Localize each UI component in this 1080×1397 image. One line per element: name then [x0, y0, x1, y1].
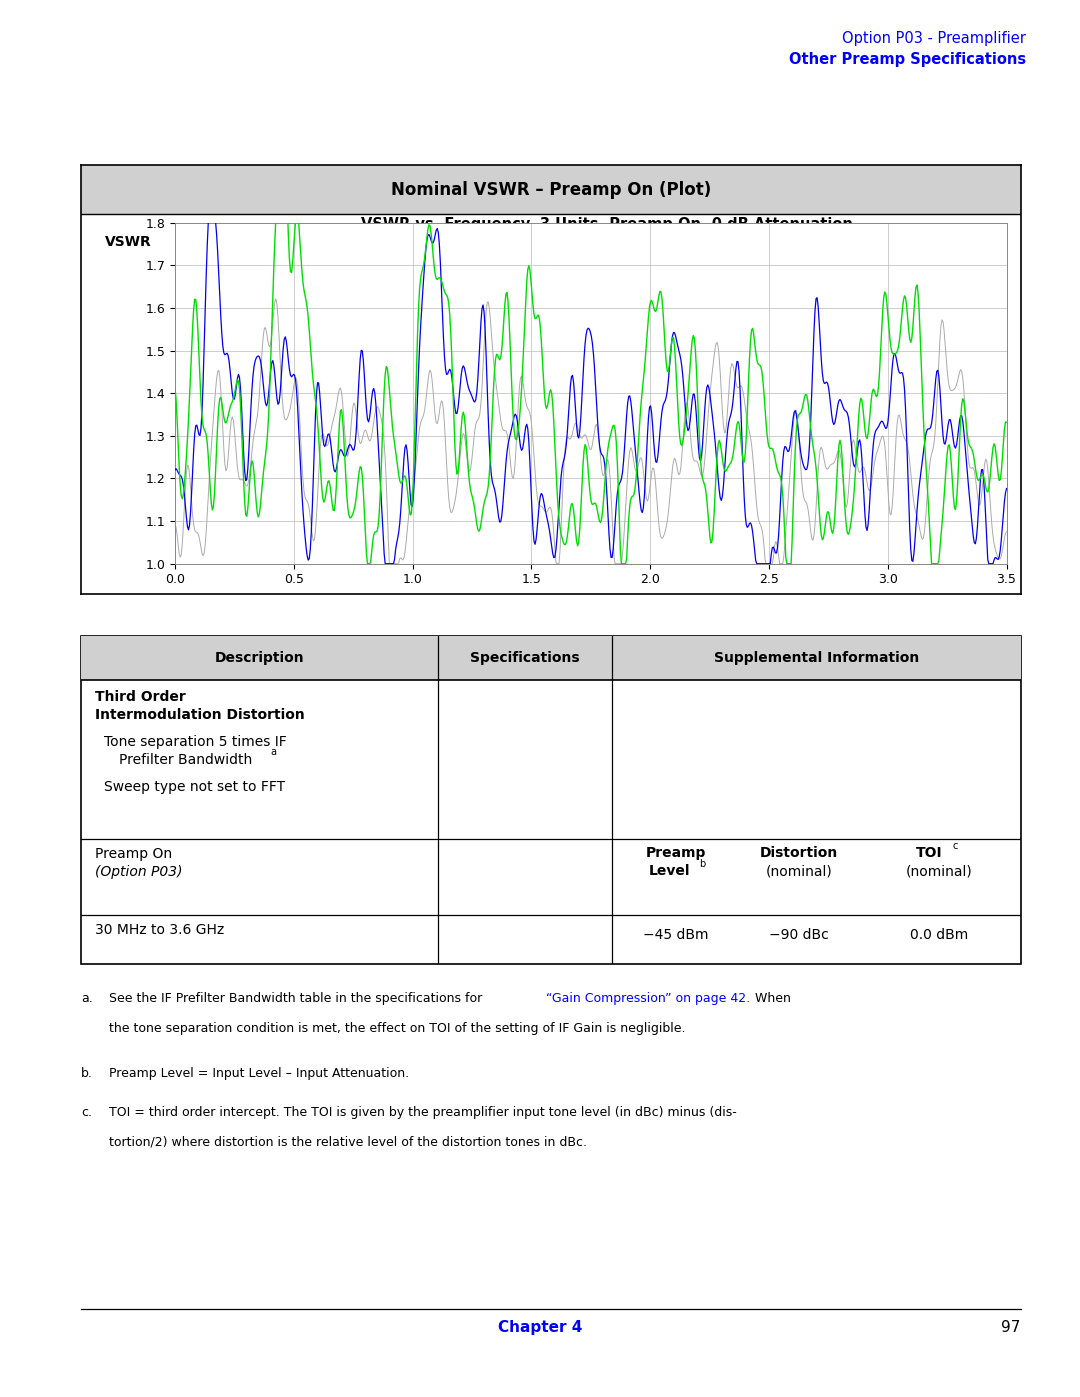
Text: Supplemental Information: Supplemental Information: [714, 651, 919, 665]
Text: a: a: [271, 747, 276, 757]
Text: 97: 97: [1001, 1320, 1021, 1336]
Text: Intermodulation Distortion: Intermodulation Distortion: [95, 708, 305, 722]
Text: (Option P03): (Option P03): [95, 866, 183, 880]
Text: GHz: GHz: [903, 550, 934, 564]
Text: VSWR vs. Frequency, 3 Units, Preamp On, 0 dB Attenuation: VSWR vs. Frequency, 3 Units, Preamp On, …: [361, 218, 853, 232]
Bar: [81, 214, 1021, 594]
Text: Option P03 - Preamplifier: Option P03 - Preamplifier: [842, 31, 1026, 46]
Text: Preamp On: Preamp On: [95, 848, 172, 862]
Text: 0.0 dBm: 0.0 dBm: [909, 928, 968, 942]
Text: Distortion: Distortion: [759, 847, 838, 861]
Text: b: b: [699, 859, 705, 869]
Text: Third Order: Third Order: [95, 690, 186, 704]
Text: −90 dBc: −90 dBc: [769, 928, 828, 942]
Text: Other Preamp Specifications: Other Preamp Specifications: [788, 52, 1026, 67]
Text: TOI: TOI: [916, 847, 943, 861]
Text: −45 dBm: −45 dBm: [644, 928, 708, 942]
Text: TOI = third order intercept. The TOI is given by the preamplifier input tone lev: TOI = third order intercept. The TOI is …: [109, 1105, 737, 1119]
Text: (nominal): (nominal): [766, 865, 833, 879]
Text: Prefilter Bandwidth: Prefilter Bandwidth: [119, 753, 252, 767]
Text: (nominal): (nominal): [905, 865, 972, 879]
Text: Chapter 4: Chapter 4: [498, 1320, 582, 1336]
Bar: [81, 636, 1021, 680]
Text: “Gain Compression” on page 42.: “Gain Compression” on page 42.: [546, 992, 751, 1004]
Text: Level: Level: [649, 865, 690, 879]
Text: Specifications: Specifications: [470, 651, 580, 665]
Text: Preamp: Preamp: [646, 847, 706, 861]
Text: b.: b.: [81, 1067, 93, 1080]
Text: Tone separation 5 times IF: Tone separation 5 times IF: [105, 735, 287, 749]
Text: tortion/2) where distortion is the relative level of the distortion tones in dBc: tortion/2) where distortion is the relat…: [109, 1136, 588, 1148]
Text: When: When: [751, 992, 791, 1004]
Text: c: c: [953, 841, 958, 851]
Text: Sweep type not set to FFT: Sweep type not set to FFT: [105, 780, 285, 793]
Text: 30 MHz to 3.6 GHz: 30 MHz to 3.6 GHz: [95, 923, 225, 937]
Text: VSWR: VSWR: [105, 235, 151, 249]
Text: Preamp Level = Input Level – Input Attenuation.: Preamp Level = Input Level – Input Atten…: [109, 1067, 409, 1080]
Text: c.: c.: [81, 1105, 92, 1119]
Text: a.: a.: [81, 992, 93, 1004]
Text: the tone separation condition is met, the effect on TOI of the setting of IF Gai: the tone separation condition is met, th…: [109, 1021, 686, 1035]
Text: Nominal VSWR – Preamp On (Plot): Nominal VSWR – Preamp On (Plot): [391, 180, 711, 198]
Text: See the IF Prefilter Bandwidth table in the specifications for: See the IF Prefilter Bandwidth table in …: [109, 992, 483, 1004]
Text: Description: Description: [215, 651, 305, 665]
